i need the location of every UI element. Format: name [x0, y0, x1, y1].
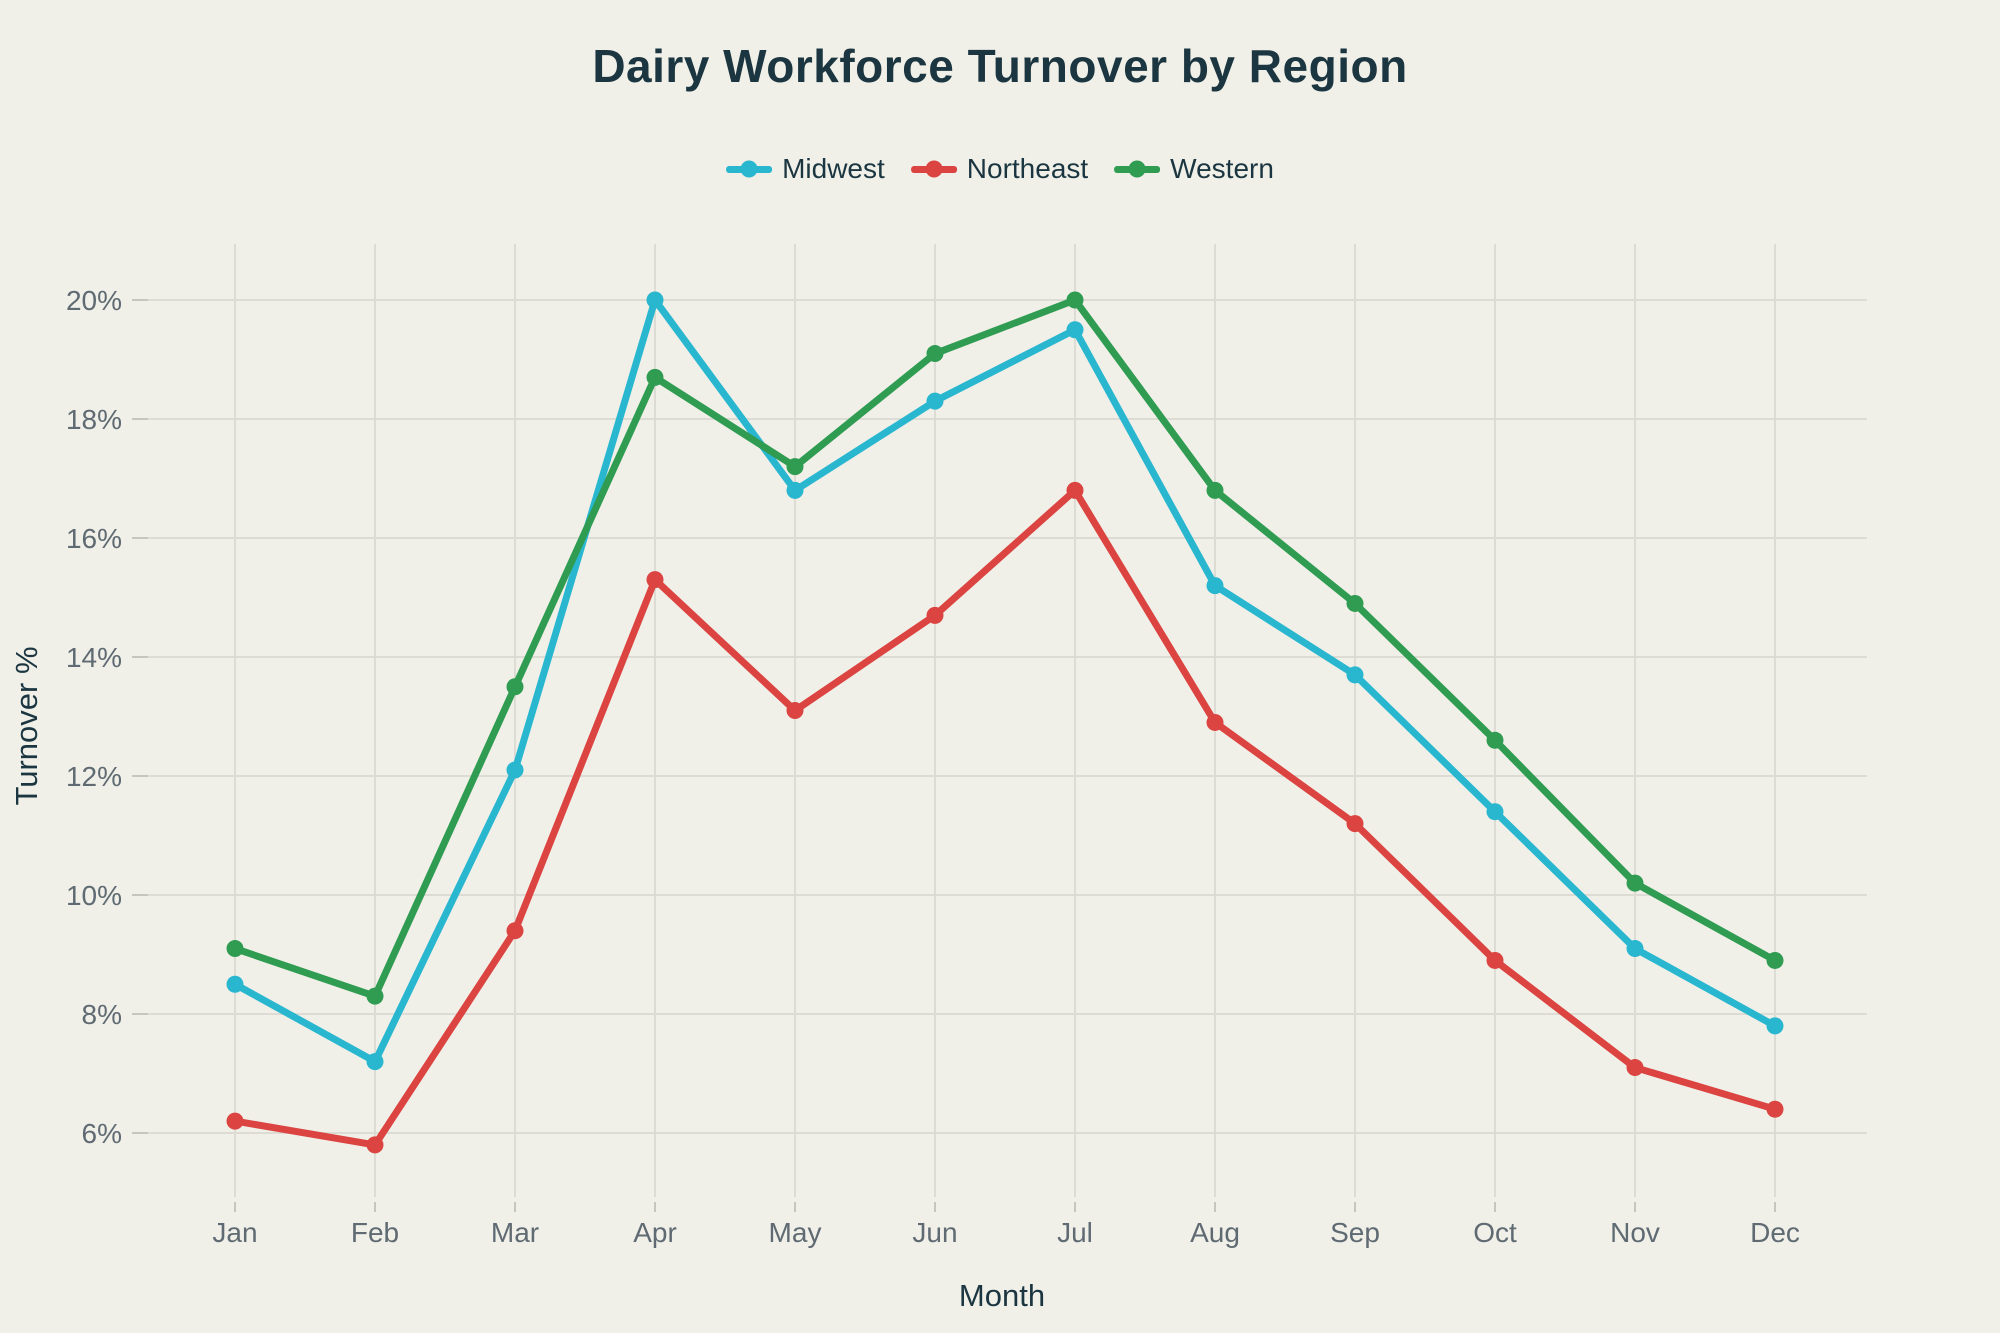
legend-item-midwest[interactable]: Midwest — [726, 153, 885, 185]
data-point-midwest-jul — [1066, 321, 1084, 339]
legend-marker-midwest — [726, 160, 773, 178]
data-point-northeast-mar — [506, 922, 524, 940]
data-point-northeast-jun — [926, 606, 944, 624]
data-point-northeast-jan — [226, 1112, 244, 1130]
data-point-midwest-jun — [926, 392, 944, 410]
y-tick-label: 16% — [66, 523, 122, 554]
y-axis-title: Turnover % — [9, 646, 44, 806]
legend-label-western: Western — [1170, 153, 1274, 184]
y-tick-label: 18% — [66, 404, 122, 435]
legend-marker-dot-western — [1128, 160, 1146, 178]
data-point-western-oct — [1486, 731, 1504, 749]
data-point-western-aug — [1206, 481, 1224, 499]
x-tick-label: Jul — [1057, 1217, 1093, 1248]
data-point-western-may — [786, 458, 804, 476]
data-point-midwest-mar — [506, 761, 524, 779]
x-tick-label: Sep — [1330, 1217, 1380, 1248]
legend-marker-northeast — [910, 160, 957, 178]
data-point-northeast-jul — [1066, 481, 1084, 499]
x-tick-label: Jun — [912, 1217, 957, 1248]
data-point-northeast-oct — [1486, 951, 1504, 969]
series-line-northeast — [231, 486, 1779, 1149]
legend-label-midwest: Midwest — [782, 153, 885, 184]
x-axis-title: Month — [958, 1278, 1046, 1313]
data-point-midwest-oct — [1486, 803, 1504, 821]
legend-label-northeast: Northeast — [966, 153, 1089, 184]
x-tick-label: Apr — [633, 1217, 677, 1248]
data-point-midwest-nov — [1626, 940, 1644, 958]
data-point-western-mar — [506, 678, 524, 696]
series-line-midwest — [231, 296, 1779, 1066]
data-point-midwest-jan — [226, 975, 244, 993]
x-tick-label: Oct — [1473, 1217, 1517, 1248]
data-point-midwest-feb — [366, 1053, 384, 1071]
y-tick-label: 20% — [66, 285, 122, 316]
x-tick-label: Dec — [1750, 1217, 1800, 1248]
y-tick-label: 10% — [66, 880, 122, 911]
data-point-northeast-dec — [1766, 1100, 1784, 1118]
data-point-western-jul — [1066, 291, 1084, 309]
data-point-northeast-aug — [1206, 713, 1224, 731]
data-point-western-nov — [1626, 874, 1644, 892]
x-tick-label: Jan — [212, 1217, 257, 1248]
data-point-northeast-nov — [1626, 1059, 1644, 1077]
data-point-northeast-sep — [1346, 815, 1364, 833]
legend-marker-western — [1114, 160, 1161, 178]
x-tick-label: May — [769, 1217, 822, 1248]
chart-title: Dairy Workforce Turnover by Region — [592, 40, 1408, 92]
data-point-western-feb — [366, 987, 384, 1005]
data-point-western-apr — [646, 368, 664, 386]
legend-item-northeast[interactable]: Northeast — [910, 153, 1089, 185]
y-tick-label: 6% — [82, 1118, 122, 1149]
data-point-western-jan — [226, 940, 244, 958]
data-point-western-dec — [1766, 951, 1784, 969]
legend-marker-dot-midwest — [740, 160, 758, 178]
x-tick-label: Nov — [1610, 1217, 1660, 1248]
data-point-midwest-aug — [1206, 577, 1224, 595]
data-point-northeast-apr — [646, 571, 664, 589]
y-tick-label: 8% — [82, 999, 122, 1030]
series-line-western — [231, 296, 1779, 1000]
legend: Midwest Northeast Western — [726, 153, 1274, 185]
data-point-midwest-sep — [1346, 666, 1364, 684]
data-point-midwest-apr — [646, 291, 664, 309]
data-point-midwest-dec — [1766, 1017, 1784, 1035]
x-tick-label: Aug — [1190, 1217, 1240, 1248]
x-tick-label: Mar — [491, 1217, 539, 1248]
data-point-northeast-feb — [366, 1136, 384, 1154]
data-point-western-jun — [926, 345, 944, 363]
x-tick-label: Feb — [351, 1217, 399, 1248]
y-tick-label: 12% — [66, 761, 122, 792]
legend-marker-dot-northeast — [925, 160, 943, 178]
data-point-western-sep — [1346, 594, 1364, 612]
legend-item-western[interactable]: Western — [1114, 153, 1274, 185]
y-tick-label: 14% — [66, 642, 122, 673]
data-point-northeast-may — [786, 702, 804, 720]
data-point-midwest-may — [786, 481, 804, 499]
